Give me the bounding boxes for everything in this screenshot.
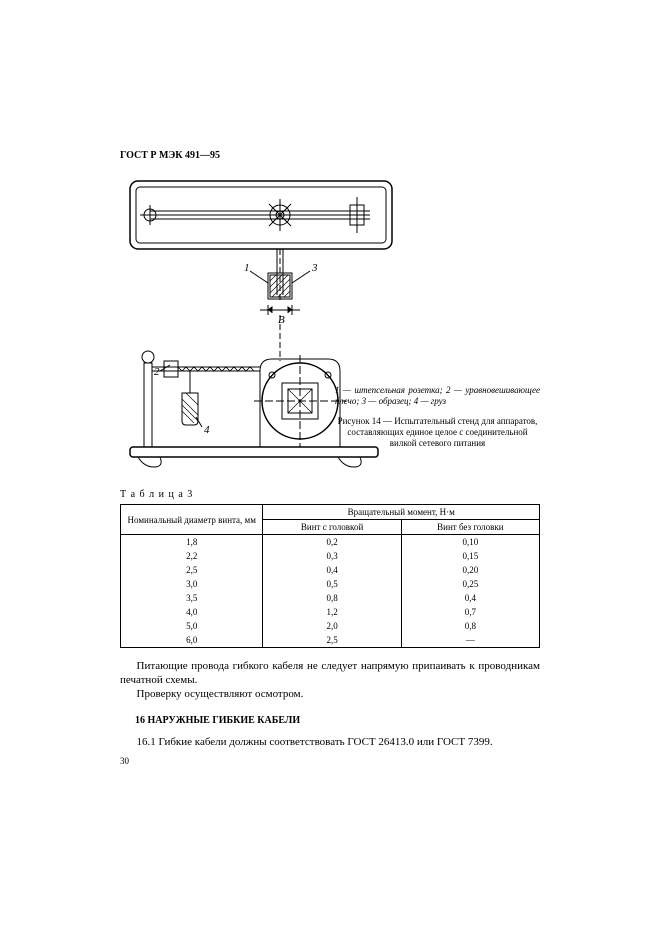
cell-d: 6,0 <box>121 633 263 648</box>
cell-a: 2,0 <box>263 619 401 633</box>
table-row: 3,0 0,5 0,25 <box>121 577 540 591</box>
para-1: Питающие провода гибкого кабеля не следу… <box>120 660 540 688</box>
cell-a: 1,2 <box>263 605 401 619</box>
table-row: 5,0 2,0 0,8 <box>121 619 540 633</box>
cell-d: 4,0 <box>121 605 263 619</box>
table-row: 2,5 0,4 0,20 <box>121 563 540 577</box>
cell-a: 0,4 <box>263 563 401 577</box>
cell-b: 0,15 <box>401 549 539 563</box>
table-row: 3,5 0,8 0,4 <box>121 591 540 605</box>
page-number: 30 <box>120 756 540 766</box>
cell-b: 0,4 <box>401 591 539 605</box>
legend-txt-3: — образец; <box>366 396 414 406</box>
cell-d: 2,5 <box>121 563 263 577</box>
th-without-head: Винт без головки <box>401 520 539 535</box>
cell-b: — <box>401 633 539 648</box>
para-2: Проверку осуществляют осмотром. <box>120 688 540 702</box>
cell-b: 0,25 <box>401 577 539 591</box>
figure-title: Рисунок 14 — Испытательный стенд для апп… <box>335 416 540 450</box>
section-16-body: 16.1 Гибкие кабели должны соответствоват… <box>120 736 540 750</box>
cell-b: 0,7 <box>401 605 539 619</box>
cell-d: 2,2 <box>121 549 263 563</box>
figure-legend: 1 — штепсельная розетка; 2 — уравнове­ши… <box>335 385 540 408</box>
fig-label-B: В <box>278 314 285 326</box>
table-label: Т а б л и ц а 3 <box>120 489 540 500</box>
cell-d: 3,0 <box>121 577 263 591</box>
cell-a: 0,8 <box>263 591 401 605</box>
table-row: 4,0 1,2 0,7 <box>121 605 540 619</box>
table-row: 2,2 0,3 0,15 <box>121 549 540 563</box>
fig-label-1: 1 <box>244 262 250 274</box>
cell-b: 0,8 <box>401 619 539 633</box>
cell-a: 2,5 <box>263 633 401 648</box>
cell-b: 0,10 <box>401 535 539 550</box>
cell-a: 0,3 <box>263 549 401 563</box>
legend-txt-4: — груз <box>418 396 446 406</box>
figure-14: 1 3 В 2 4 1 — штепсельная розетка; 2 — у… <box>120 175 540 485</box>
figure-caption: 1 — штепсельная розетка; 2 — уравнове­ши… <box>335 385 540 449</box>
cell-a: 0,5 <box>263 577 401 591</box>
cell-d: 5,0 <box>121 619 263 633</box>
cell-d: 3,5 <box>121 591 263 605</box>
th-with-head: Винт с головкой <box>263 520 401 535</box>
table-row: 6,0 2,5 — <box>121 633 540 648</box>
doc-header: ГОСТ Р МЭК 491—95 <box>120 150 540 161</box>
fig-label-4: 4 <box>204 424 210 436</box>
body-text: Питающие провода гибкого кабеля не следу… <box>120 660 540 701</box>
cell-a: 0,2 <box>263 535 401 550</box>
fig-label-2: 2 <box>154 366 160 378</box>
section-16-heading: 16 НАРУЖНЫЕ ГИБКИЕ КАБЕЛИ <box>120 715 540 726</box>
th-diameter: Номинальный диаметр винта, мм <box>121 505 263 535</box>
torque-table: Номинальный диаметр винта, мм Вращательн… <box>120 504 540 648</box>
th-torque-group: Вращательный момент, Н·м <box>263 505 540 520</box>
table-row: 1,8 0,2 0,10 <box>121 535 540 550</box>
para-16-1: 16.1 Гибкие кабели должны соответствоват… <box>120 736 540 750</box>
cell-d: 1,8 <box>121 535 263 550</box>
fig-label-3: 3 <box>311 262 318 274</box>
cell-b: 0,20 <box>401 563 539 577</box>
legend-txt-1: — штепсельная розетка; <box>340 385 447 395</box>
